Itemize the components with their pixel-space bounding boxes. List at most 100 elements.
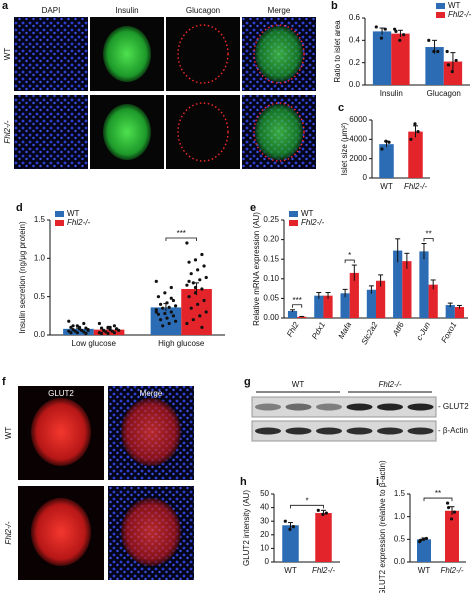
column-header: Glucagon <box>186 6 220 15</box>
y-tick-label: 0 <box>363 173 368 182</box>
blot-band <box>316 427 342 435</box>
data-point <box>75 331 79 335</box>
data-point <box>316 508 320 512</box>
data-point <box>112 331 117 335</box>
significance-bracket <box>423 238 434 242</box>
blot-band <box>346 403 373 411</box>
data-point <box>193 291 198 295</box>
data-point <box>154 310 158 314</box>
panel-letter: h <box>240 476 247 488</box>
blot-band <box>285 403 312 411</box>
legend-swatch <box>436 3 445 9</box>
data-point <box>82 321 86 326</box>
data-point <box>191 281 195 285</box>
data-point <box>189 306 193 310</box>
data-point <box>99 326 104 330</box>
data-point <box>169 285 173 290</box>
bar <box>445 510 459 562</box>
significance-label: ** <box>435 489 441 498</box>
y-axis-label: Islet size (μm²) <box>340 122 349 175</box>
data-point <box>154 279 158 283</box>
data-point <box>171 314 176 318</box>
data-point <box>161 324 165 328</box>
blot-band <box>407 427 434 435</box>
band-label: - GLUT2 <box>438 402 469 411</box>
data-point <box>114 327 119 331</box>
data-point <box>189 272 193 276</box>
legend-swatch <box>55 220 64 226</box>
bar <box>454 307 465 318</box>
data-point <box>163 291 167 295</box>
data-point <box>156 295 161 299</box>
x-tick-label: WT <box>418 566 431 575</box>
data-point <box>193 258 198 262</box>
y-tick-label: 0.5 <box>34 292 46 301</box>
data-point <box>169 310 173 314</box>
y-tick-label: 1.5 <box>394 489 406 498</box>
bar <box>379 144 394 178</box>
data-point <box>288 527 292 531</box>
data-point <box>204 310 208 314</box>
bar <box>372 31 392 85</box>
data-point <box>198 278 202 282</box>
islet-stain <box>31 498 91 566</box>
data-point <box>171 298 176 303</box>
bar <box>315 513 332 562</box>
data-point <box>154 308 158 312</box>
micrograph <box>14 17 88 91</box>
data-point <box>446 506 451 510</box>
legend-label: WT <box>448 1 461 10</box>
data-point <box>402 33 406 37</box>
data-point <box>161 306 165 310</box>
data-point <box>84 331 88 336</box>
islet-stain <box>121 498 181 566</box>
y-tick-label: 0.0 <box>394 557 406 566</box>
blot-strip <box>251 420 437 442</box>
row-label: WT <box>3 48 12 61</box>
islet-stain <box>255 26 303 82</box>
legend-swatch <box>55 211 64 217</box>
islet-border <box>177 102 229 162</box>
significance-bracket <box>292 304 303 308</box>
y-tick-label: 6000 <box>349 115 367 124</box>
panel-letter: a <box>2 0 9 12</box>
data-point <box>445 501 450 505</box>
significance-bracket <box>165 237 197 241</box>
islet-stain <box>255 104 303 160</box>
data-point <box>165 316 169 320</box>
micrograph <box>166 95 240 169</box>
data-point <box>163 311 167 316</box>
group-label: WT <box>292 380 305 389</box>
column-header: Merge <box>140 389 163 398</box>
x-tick-label: Insulin <box>380 89 403 98</box>
data-point <box>450 70 454 74</box>
micrograph <box>14 95 88 169</box>
data-point <box>99 331 104 336</box>
data-point <box>193 285 198 290</box>
significance-label: ** <box>425 230 431 239</box>
y-tick-label: 2000 <box>349 154 367 163</box>
data-point <box>69 331 73 335</box>
bar <box>391 33 410 85</box>
bar <box>376 280 386 318</box>
data-point <box>158 302 163 306</box>
blot-band <box>316 403 342 411</box>
legend-swatch <box>436 12 445 18</box>
x-tick-label: WT <box>284 566 297 575</box>
column-header: GLUT2 <box>48 389 74 398</box>
y-tick-label: 0.0 <box>349 80 361 89</box>
significance-bracket <box>344 259 355 264</box>
data-point <box>158 318 163 322</box>
data-point <box>283 519 287 523</box>
y-tick-label: 40 <box>260 503 269 512</box>
x-tick-label: Pdx1 <box>310 321 327 341</box>
data-point <box>445 49 449 54</box>
data-point <box>409 137 413 141</box>
islet-border <box>253 102 305 162</box>
data-point <box>196 302 200 306</box>
micrograph <box>166 17 240 91</box>
x-tick-label: Atf6 <box>390 320 406 338</box>
bar <box>287 310 298 318</box>
y-axis-label: GLUT2 expression (relative to β-actin) <box>378 460 387 593</box>
